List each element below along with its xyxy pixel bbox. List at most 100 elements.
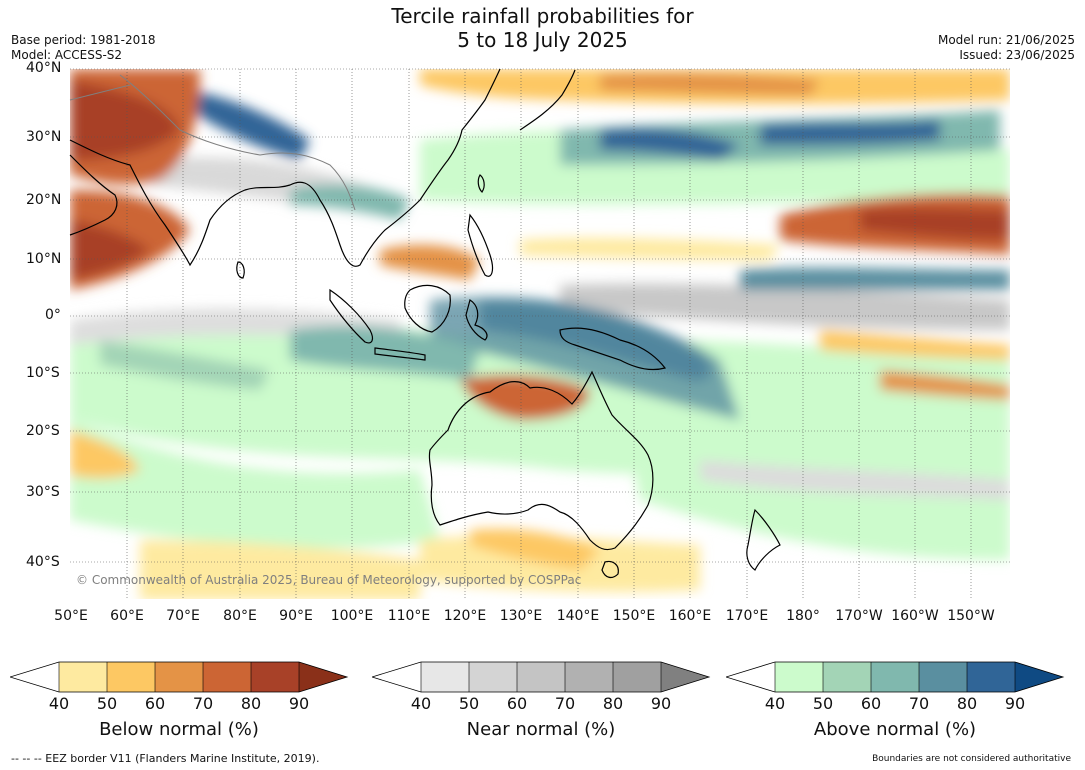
cbar-near-tick-40: 40 [410, 694, 432, 713]
cbar-below-title: Below normal (%) [99, 719, 259, 740]
cbar-near-tick-70: 70 [554, 694, 576, 713]
lon-label-50e: 50°E [54, 608, 88, 624]
cbar-above-seg-0 [726, 662, 775, 692]
cbar-near-seg-3 [517, 662, 565, 692]
title-line-1: Tercile rainfall probabilities for [391, 4, 694, 28]
australia-coast [428, 370, 654, 551]
colorbar-below-normal [10, 661, 349, 693]
cbar-below-seg-6 [299, 662, 347, 692]
lon-label-70e: 70°E [166, 608, 200, 624]
cbar-above-seg-3 [871, 662, 919, 692]
issued-date: Issued: 23/06/2025 [959, 48, 1075, 62]
cbar-near-seg-4 [565, 662, 613, 692]
cbar-above-tick-40: 40 [764, 694, 786, 713]
cbar-above-tick-70: 70 [908, 694, 930, 713]
colorbar-above-normal [726, 661, 1065, 693]
rainfall-map [69, 68, 1010, 599]
probability-fields [70, 69, 1010, 599]
cbar-above-tick-60: 60 [860, 694, 882, 713]
cbar-near-seg-2 [469, 662, 517, 692]
lon-label-170w: 170°W [835, 608, 883, 624]
cbar-below-tick-90: 90 [288, 694, 310, 713]
lon-label-140e: 140°E [556, 608, 600, 624]
meta-right: Model run: 21/06/2025 Issued: 23/06/2025 [938, 33, 1075, 63]
cbar-below-seg-2 [107, 662, 155, 692]
lon-label-130e: 130°E [499, 608, 543, 624]
cbar-near-seg-1 [421, 662, 469, 692]
lon-label-160e: 160°E [668, 608, 712, 624]
cbar-near-seg-0 [372, 662, 421, 692]
cbar-above-tick-80: 80 [956, 694, 978, 713]
cbar-above-seg-2 [823, 662, 871, 692]
lon-label-110e: 110°E [387, 608, 431, 624]
cbar-below-tick-70: 70 [192, 694, 214, 713]
lon-label-90e: 90°E [279, 608, 313, 624]
japan-coast [519, 69, 576, 131]
cbar-below-seg-4 [203, 662, 251, 692]
cbar-near-seg-6 [661, 662, 709, 692]
sumatra-coast [329, 288, 374, 344]
chart-title: Tercile rainfall probabilities for 5 to … [0, 4, 1085, 52]
cbar-below-seg-1 [59, 662, 107, 692]
sulawesi-coast [465, 299, 488, 341]
lat-label-30n: 30°N [26, 129, 62, 145]
java-coast [374, 347, 426, 361]
lat-label-10n: 10°N [26, 251, 62, 267]
graticule [70, 68, 1010, 599]
cbar-near-tick-90: 90 [650, 694, 672, 713]
lon-label-150w: 150°W [947, 608, 995, 624]
cbar-above-tick-90: 90 [1004, 694, 1026, 713]
lat-label-10s: 10°S [26, 365, 60, 381]
cbar-near-tick-50: 50 [458, 694, 480, 713]
cbar-near-seg-5 [613, 662, 661, 692]
new-guinea-coast [559, 327, 667, 371]
lon-label-150e: 150°E [612, 608, 656, 624]
lat-label-20s: 20°S [26, 423, 60, 439]
cbar-below-seg-0 [10, 662, 59, 692]
lat-label-20n: 20°N [26, 192, 62, 208]
lat-label-30s: 30°S [26, 484, 60, 500]
copyright-notice: © Commonwealth of Australia 2025, Bureau… [76, 573, 582, 587]
cbar-above-seg-4 [919, 662, 967, 692]
cbar-below-tick-50: 50 [96, 694, 118, 713]
lon-label-100e: 100°E [330, 608, 374, 624]
lon-label-160w: 160°W [891, 608, 939, 624]
cbar-near-tick-80: 80 [602, 694, 624, 713]
philippines-coast [467, 213, 494, 277]
borneo-coast [404, 284, 451, 333]
new-zealand-coast [746, 508, 781, 571]
model-name: Model: ACCESS-S2 [11, 48, 123, 62]
taiwan-coast [477, 174, 485, 193]
lon-label-60e: 60°E [110, 608, 144, 624]
lat-label-40s: 40°S [26, 554, 60, 570]
title-line-2: 5 to 18 July 2025 [457, 28, 628, 52]
arabia-coast [69, 154, 118, 236]
cbar-above-seg-6 [1015, 662, 1063, 692]
boundary-disclaimer: Boundaries are not considered authoritat… [872, 754, 1071, 764]
lat-label-40n: 40°N [26, 60, 62, 76]
eez-border-legend: -- -- -- EEZ border V11 (Flanders Marine… [11, 752, 320, 765]
meta-left: Base period: 1981-2018 Model: ACCESS-S2 [11, 33, 156, 63]
cbar-below-seg-3 [155, 662, 203, 692]
lon-label-180: 180° [786, 608, 820, 624]
model-run: Model run: 21/06/2025 [937, 33, 1075, 47]
cbar-near-title: Near normal (%) [466, 719, 616, 740]
tasmania-coast [601, 560, 619, 579]
cbar-below-tick-60: 60 [144, 694, 166, 713]
lon-label-170e: 170°E [725, 608, 769, 624]
coastlines [69, 68, 781, 579]
base-period: Base period: 1981-2018 [11, 33, 156, 47]
sri-lanka-coast [236, 261, 245, 279]
lon-label-80e: 80°E [223, 608, 257, 624]
cbar-near-tick-60: 60 [506, 694, 528, 713]
country-borders [69, 74, 356, 211]
cbar-above-tick-50: 50 [812, 694, 834, 713]
lat-label-0: 0° [45, 307, 61, 323]
cbar-below-tick-40: 40 [48, 694, 70, 713]
cbar-above-seg-1 [775, 662, 823, 692]
asia-coast [69, 68, 501, 267]
cbar-below-tick-80: 80 [240, 694, 262, 713]
cbar-above-title: Above normal (%) [813, 719, 977, 740]
cbar-below-seg-5 [251, 662, 299, 692]
colorbar-near-normal [372, 661, 711, 693]
